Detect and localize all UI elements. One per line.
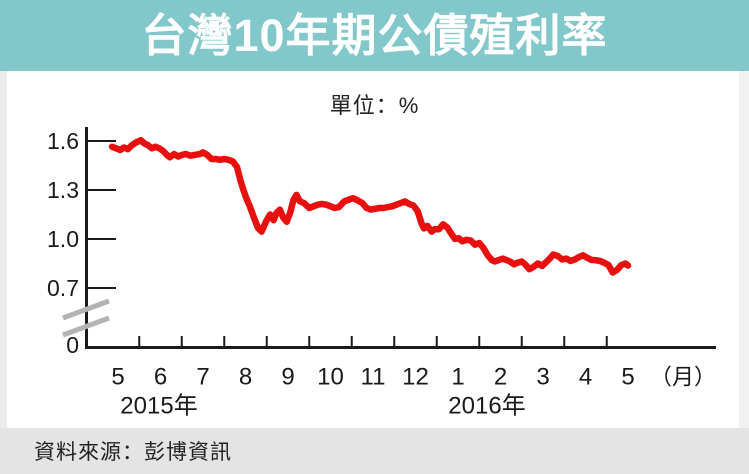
y-tick-label: 1.3: [47, 177, 79, 203]
x-month-label: 1: [451, 364, 464, 391]
title-banner: 台灣10年期公債殖利率: [0, 0, 749, 71]
source-label: 資料來源：彭博資訊: [34, 441, 232, 464]
x-month-label: 6: [154, 364, 167, 391]
x-month-label: 4: [579, 364, 592, 391]
x-unit-suffix: （月）: [650, 365, 716, 390]
page-title: 台灣10年期公債殖利率: [141, 10, 608, 61]
x-month-label: 5: [111, 364, 124, 391]
axis-break-mark: [62, 315, 110, 338]
x-month-label: 12: [402, 364, 429, 391]
y-tick-label: 1.0: [47, 226, 79, 252]
x-month-label: 7: [196, 364, 209, 391]
y-tick-label: 0.7: [47, 275, 79, 301]
x-month-label: 9: [281, 364, 294, 391]
left-margin-strip: [0, 71, 7, 428]
source-bar: 資料來源：彭博資訊: [0, 428, 749, 474]
x-month-label: 2: [494, 364, 507, 391]
year-label-2015: 2015年: [120, 393, 197, 420]
x-month-label: 3: [536, 364, 549, 391]
unit-label: 單位：%: [329, 93, 420, 118]
x-month-label: 11: [361, 364, 386, 391]
year-label-2016: 2016年: [448, 393, 525, 420]
yield-line: [108, 136, 632, 276]
right-margin-strip: [739, 71, 749, 428]
x-month-label: 8: [239, 364, 252, 391]
x-month-label: 5: [621, 364, 634, 391]
y-zero-label: 0: [66, 332, 79, 358]
y-tick-label: 1.6: [47, 128, 79, 154]
axis-break-mark: [62, 298, 110, 321]
x-month-label: 10: [317, 364, 344, 391]
